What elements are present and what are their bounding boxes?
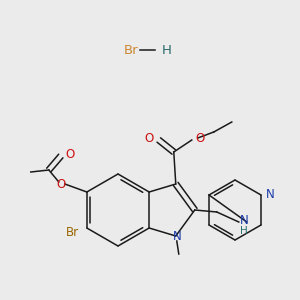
Text: N: N xyxy=(240,214,248,227)
Text: O: O xyxy=(145,131,154,145)
Text: Br: Br xyxy=(123,44,138,56)
Text: O: O xyxy=(56,178,65,190)
Text: Br: Br xyxy=(66,226,79,238)
Text: H: H xyxy=(162,44,172,56)
Text: O: O xyxy=(66,148,75,160)
Text: O: O xyxy=(196,131,205,145)
Text: H: H xyxy=(240,226,248,236)
Text: N: N xyxy=(266,188,275,202)
Text: N: N xyxy=(172,230,181,242)
